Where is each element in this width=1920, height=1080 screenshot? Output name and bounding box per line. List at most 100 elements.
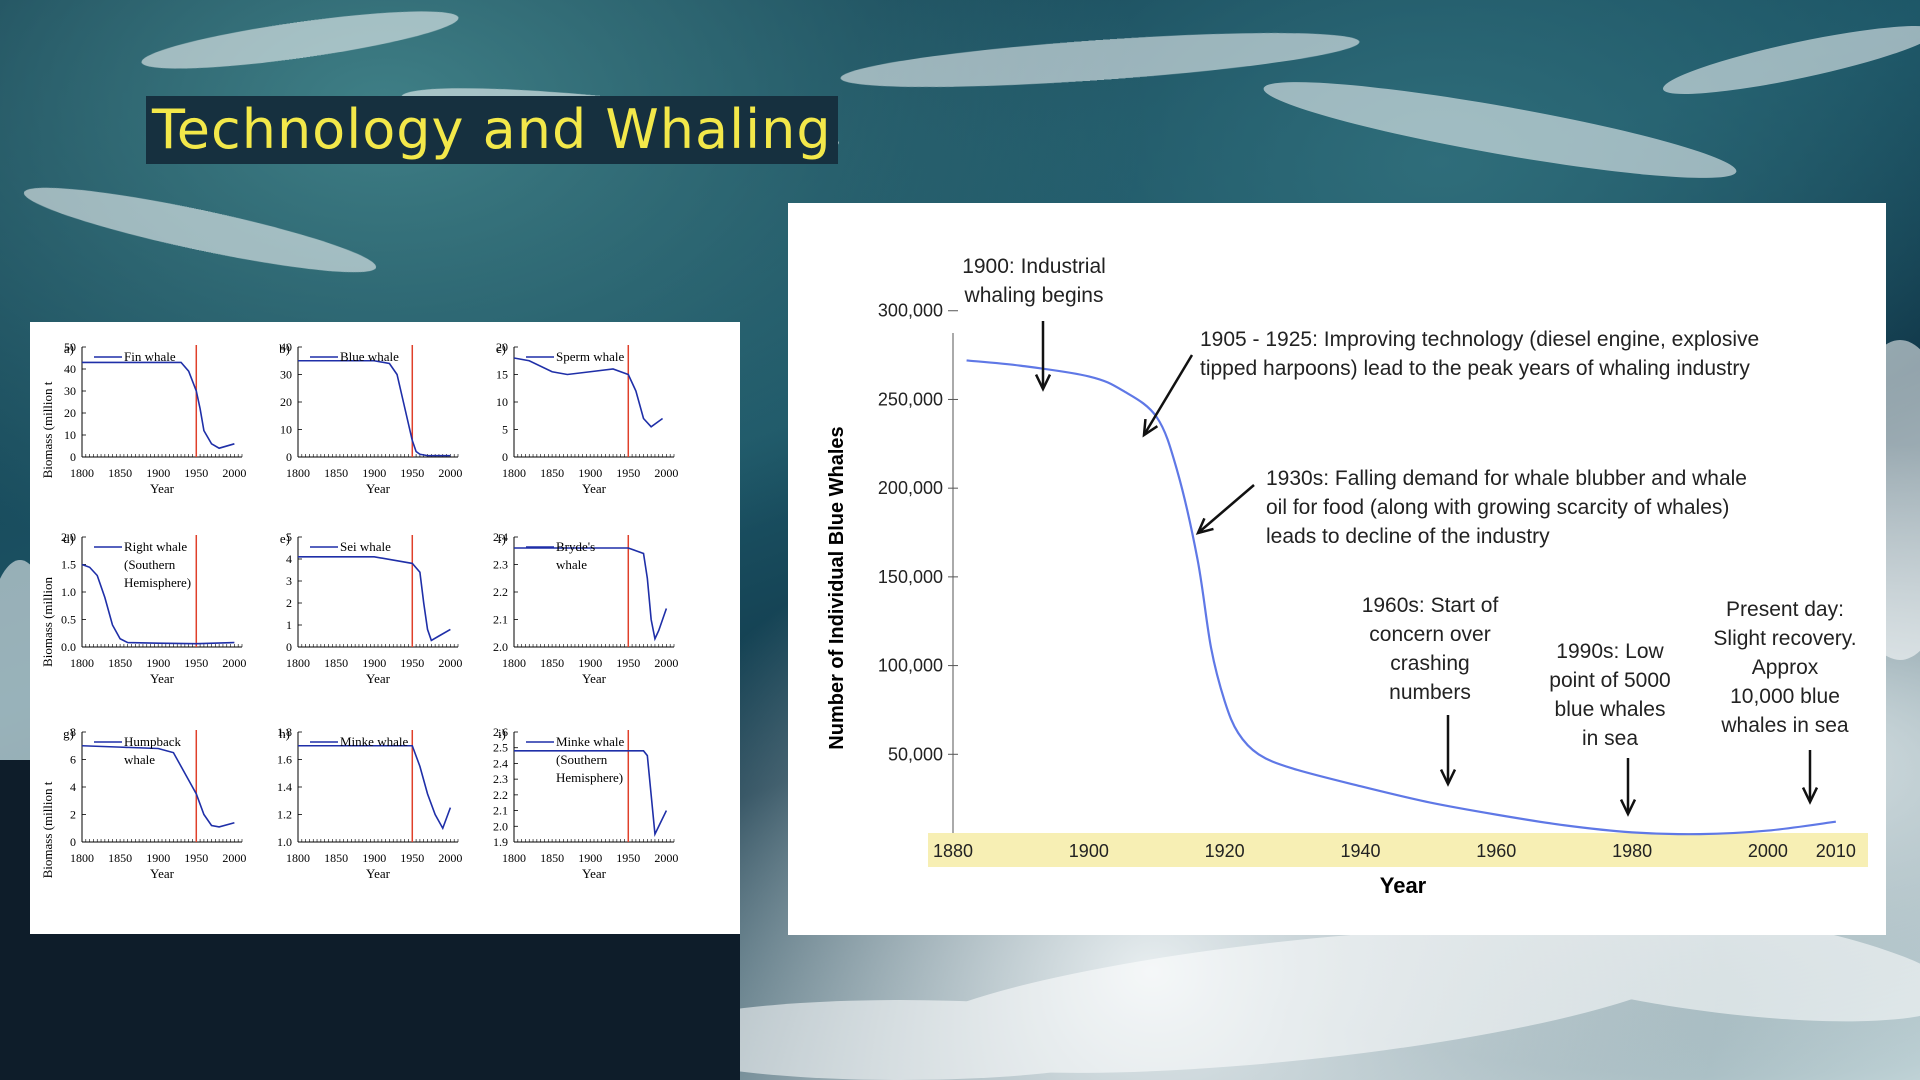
y-tick-label: 0 — [70, 835, 76, 849]
x-tick-label: 1950 — [616, 466, 640, 480]
y-tick-label: 2.2 — [493, 585, 508, 599]
x-tick-label: 1900 — [578, 656, 602, 670]
series-line — [81, 563, 235, 645]
annotation-line: point of 5000 — [1549, 669, 1670, 692]
y-tick-label: 2.3 — [493, 772, 508, 786]
x-axis-title: Year — [1380, 873, 1427, 898]
x-tick-label: 1900 — [146, 851, 170, 865]
y-tick-label: 0 — [286, 640, 292, 654]
y-tick-label: 4 — [70, 780, 76, 794]
legend-label: whale — [124, 752, 155, 767]
blue-whale-population-line — [966, 359, 1836, 836]
x-tick-label: 1800 — [70, 656, 94, 670]
legend-label: Sperm whale — [556, 349, 624, 364]
y-tick-label: 300,000 — [878, 301, 943, 321]
x-tick-label: 1800 — [70, 851, 94, 865]
annotation-line: 1905 - 1925: Improving technology (diese… — [1200, 328, 1759, 351]
x-tick-label: 1900 — [146, 656, 170, 670]
x-tick-label: 1900 — [362, 851, 386, 865]
x-tick-label: 1850 — [324, 851, 348, 865]
x-tick-label: 2000 — [222, 656, 246, 670]
annotation-text: 1960s: Start of concern over crashing numbe… — [1362, 594, 1499, 704]
x-tick-label: 1850 — [324, 466, 348, 480]
y-axis-label-row1: Biomass (million t — [40, 381, 55, 478]
panel-letter: c) — [496, 341, 506, 356]
annotation-arrow-shaft — [1142, 354, 1194, 436]
series-line — [514, 750, 668, 838]
x-tick-label: 1950 — [400, 656, 424, 670]
y-tick-label: 1.6 — [277, 753, 292, 767]
y-tick-label: 6 — [70, 753, 76, 767]
x-axis-label: Year — [582, 481, 607, 496]
annotation-line: Present day: — [1726, 598, 1844, 621]
y-axis-label-row3: Biomass (million t — [40, 781, 55, 878]
series-line — [298, 556, 451, 642]
y-tick-label: 1 — [286, 618, 292, 632]
annotation-arrow-head — [1619, 799, 1637, 817]
x-tick-label: 1950 — [400, 466, 424, 480]
biomass-panel: 1800 1850 1900 1950 2000 0 10 20 30 40 50 Year a) Fin… — [64, 340, 246, 496]
annotation-line: Approx — [1752, 656, 1819, 679]
legend-label: (Southern — [556, 752, 608, 767]
legend-label: (Southern — [124, 557, 176, 572]
annotation-text: 1930s: Falling demand for whale blubber … — [1266, 467, 1747, 548]
y-tick-label: 3 — [286, 574, 292, 588]
annotation-arrow-head — [1142, 418, 1159, 438]
y-tick-label: 150,000 — [878, 567, 943, 587]
y-tick-label: 0.5 — [61, 613, 76, 627]
x-axis-label: Year — [582, 671, 607, 686]
legend-label: Minke whale — [556, 734, 624, 749]
x-tick-label: 1950 — [400, 851, 424, 865]
y-tick-label: 1.9 — [493, 835, 508, 849]
annotation-text: Present day: Slight recovery. Approx 10,000… — [1713, 598, 1856, 737]
annotation-line: 1930s: Falling demand for whale blubber … — [1266, 467, 1747, 490]
x-tick-label: 1950 — [616, 851, 640, 865]
y-tick-label: 0 — [70, 450, 76, 464]
x-tick-label: 2010 — [1816, 841, 1856, 861]
x-axis-label: Year — [366, 481, 391, 496]
x-tick-label: 1800 — [502, 466, 526, 480]
y-tick-label: 30 — [280, 368, 292, 382]
y-tick-label: 200,000 — [878, 478, 943, 498]
y-tick-label: 40 — [280, 340, 292, 354]
x-tick-label: 1950 — [616, 656, 640, 670]
y-tick-label: 2.3 — [493, 558, 508, 572]
x-tick-label: 1920 — [1205, 841, 1245, 861]
x-tick-label: 1800 — [502, 851, 526, 865]
y-tick-label: 2.5 — [493, 741, 508, 755]
biomass-small-multiples: Biomass (million t Biomass (million Biom… — [40, 340, 678, 881]
annotation-arrow-head — [1034, 374, 1052, 392]
x-tick-label: 2000 — [438, 656, 462, 670]
annotation-line: 1900: Industrial — [962, 255, 1106, 278]
blue-whale-population-chart: Number of Individual Blue Whales Year 50… — [788, 203, 1886, 935]
x-tick-label: 2000 — [438, 466, 462, 480]
x-tick-label: 1850 — [540, 466, 564, 480]
x-tick-label: 2000 — [654, 851, 678, 865]
series-line — [514, 547, 668, 642]
annotation-line: numbers — [1389, 681, 1471, 704]
y-axis-title: Number of Individual Blue Whales — [826, 426, 848, 749]
x-tick-label: 2000 — [222, 851, 246, 865]
x-tick-label: 1800 — [286, 656, 310, 670]
x-tick-label: 1850 — [108, 466, 132, 480]
y-tick-label: 1.0 — [277, 835, 292, 849]
x-tick-label: 1800 — [286, 851, 310, 865]
x-tick-label: 1850 — [540, 851, 564, 865]
panel-letter: i) — [498, 726, 506, 741]
x-axis-label: Year — [582, 866, 607, 881]
y-tick-label: 2.4 — [493, 756, 508, 770]
x-tick-label: 1880 — [933, 841, 973, 861]
x-tick-label: 1900 — [578, 466, 602, 480]
y-tick-label: 1.8 — [277, 725, 292, 739]
x-tick-label: 2000 — [654, 656, 678, 670]
panel-letter: b) — [279, 341, 290, 356]
annotation-line: 1990s: Low — [1556, 640, 1664, 663]
legend-label: Humpback — [124, 734, 182, 749]
x-tick-label: 1900 — [146, 466, 170, 480]
x-tick-label: 1850 — [540, 656, 564, 670]
x-tick-label: 1950 — [184, 656, 208, 670]
annotation-arrow-shaft — [1197, 484, 1255, 534]
x-axis-label: Year — [366, 866, 391, 881]
annotation-text: 1900: Industrial whaling begins — [962, 255, 1106, 307]
panel-letter: e) — [280, 531, 290, 546]
